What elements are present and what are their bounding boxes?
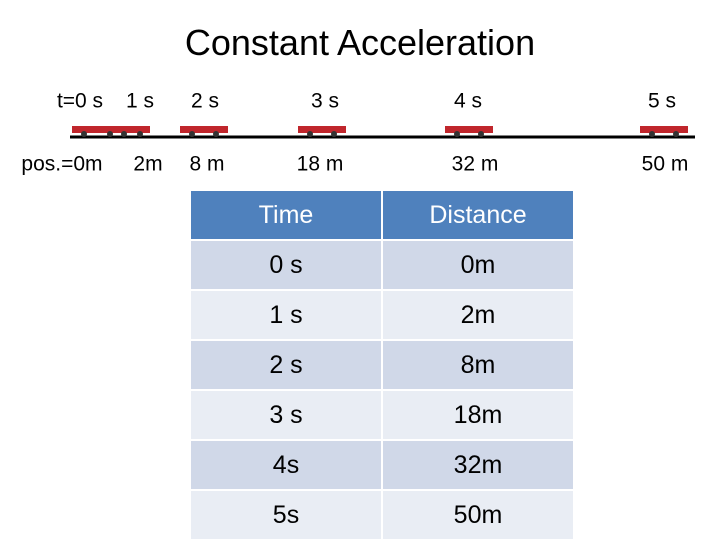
cart bbox=[72, 126, 122, 133]
table-cell: 2 s bbox=[189, 339, 383, 391]
table-row: 0 s 0m bbox=[189, 239, 575, 291]
time-label: 2 s bbox=[191, 90, 219, 113]
time-label: 4 s bbox=[454, 90, 482, 113]
motion-diagram: t=0 s 1 s 2 s 3 s 4 s 5 s pos.=0m 2m 8 m 18 m 32 m… bbox=[21, 90, 695, 176]
data-table: Time Distance 0 s 0m 1 s 2m 2 s 8m 3 s 18m 4s 32m 5… bbox=[189, 189, 575, 541]
table-cell: 8m bbox=[381, 339, 575, 391]
table-cell: 0m bbox=[381, 239, 575, 291]
table-cell: 0 s bbox=[189, 239, 383, 291]
position-label: 50 m bbox=[642, 153, 689, 176]
table-row: 5s 50m bbox=[189, 489, 575, 541]
position-label: 18 m bbox=[297, 153, 344, 176]
slide-title: Constant Acceleration bbox=[184, 22, 536, 63]
time-label: 5 s bbox=[648, 90, 676, 113]
header-cell: Distance bbox=[381, 189, 575, 241]
table-cell: 5s bbox=[189, 489, 383, 541]
cart bbox=[100, 126, 150, 133]
table-cell: 4s bbox=[189, 439, 383, 491]
cart bbox=[298, 126, 346, 133]
table-cell: 32m bbox=[381, 439, 575, 491]
table-row: 1 s 2m bbox=[189, 289, 575, 341]
table-row: 4s 32m bbox=[189, 439, 575, 491]
position-label: 2m bbox=[133, 153, 162, 176]
time-label: t=0 s bbox=[57, 90, 103, 113]
carts bbox=[72, 126, 688, 133]
cart bbox=[445, 126, 493, 133]
position-label: pos.=0m bbox=[21, 153, 102, 176]
table-cell: 2m bbox=[381, 289, 575, 341]
table-row: 2 s 8m bbox=[189, 339, 575, 391]
position-label: 32 m bbox=[452, 153, 499, 176]
time-label: 3 s bbox=[311, 90, 339, 113]
time-label: 1 s bbox=[126, 90, 154, 113]
table-cell: 3 s bbox=[189, 389, 383, 441]
table-cell: 1 s bbox=[189, 289, 383, 341]
wheels bbox=[81, 131, 679, 137]
cart bbox=[640, 126, 688, 133]
table-cell: 18m bbox=[381, 389, 575, 441]
header-cell: Time bbox=[189, 189, 383, 241]
table-cell: 50m bbox=[381, 489, 575, 541]
cart bbox=[180, 126, 228, 133]
table-row: 3 s 18m bbox=[189, 389, 575, 441]
position-label: 8 m bbox=[189, 153, 224, 176]
